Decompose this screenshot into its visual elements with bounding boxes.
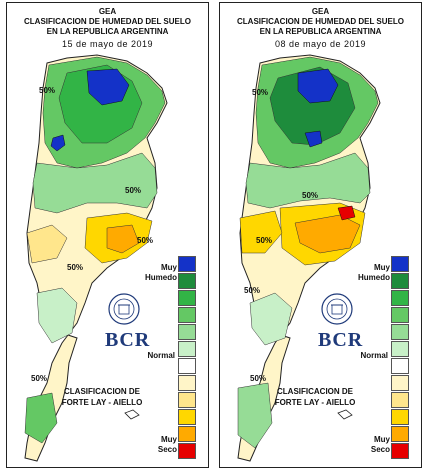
humid-zone-south bbox=[249, 292, 293, 346]
moisture-legend bbox=[178, 256, 196, 460]
legend-swatch bbox=[391, 358, 409, 374]
header-subtitle: EN LA REPUBLICA ARGENTINA bbox=[46, 27, 169, 36]
legend-swatch bbox=[391, 290, 409, 306]
legend-swatch bbox=[178, 256, 196, 272]
header-title: CLASIFICACION DE HUMEDAD DEL SUELO bbox=[24, 17, 191, 26]
legend-swatch bbox=[391, 256, 409, 272]
legend-swatch bbox=[178, 426, 196, 442]
credit-line-1: CLASIFICACION DE bbox=[64, 387, 140, 396]
map-date: 08 de mayo de 2019 bbox=[274, 39, 367, 49]
legend-swatch bbox=[391, 307, 409, 323]
credit-line-1: CLASIFICACION DE bbox=[277, 387, 353, 396]
legend-swatch bbox=[178, 273, 196, 289]
legend-swatch bbox=[178, 290, 196, 306]
legend-label-muy-seco: Muy bbox=[374, 435, 390, 444]
argentina-soil-moisture-map: 50% 50% 50% 50% 50% bbox=[24, 54, 168, 462]
light-humid-band bbox=[32, 152, 158, 214]
header-gea: GEA bbox=[311, 7, 330, 16]
legend-label-humedo: Humedo bbox=[145, 273, 177, 282]
moderate-dry-zone bbox=[106, 224, 140, 254]
map-panel-2019-05-15: GEA CLASIFICACION DE HUMEDAD DEL SUELO E… bbox=[6, 2, 209, 468]
contour-label: 50% bbox=[67, 263, 83, 272]
legend-label-muy: Muy bbox=[374, 263, 390, 272]
dry-zone-west bbox=[26, 224, 68, 264]
contour-label: 50% bbox=[125, 186, 141, 195]
legend-swatch bbox=[178, 358, 196, 374]
legend-swatch bbox=[391, 392, 409, 408]
legend-label-seco: Seco bbox=[370, 445, 390, 454]
legend-swatch bbox=[178, 375, 196, 391]
header-subtitle: EN LA REPUBLICA ARGENTINA bbox=[259, 27, 382, 36]
legend-swatch bbox=[178, 307, 196, 323]
contour-label: 50% bbox=[252, 88, 268, 97]
legend-swatch bbox=[391, 375, 409, 391]
bcr-seal-icon bbox=[321, 293, 353, 325]
bcr-logo: BCR bbox=[318, 329, 364, 351]
legend-label-seco: Seco bbox=[157, 445, 177, 454]
header-title: CLASIFICACION DE HUMEDAD DEL SUELO bbox=[237, 17, 404, 26]
legend-swatch bbox=[391, 443, 409, 459]
legend-label-muy: Muy bbox=[161, 263, 177, 272]
contour-label: 50% bbox=[256, 236, 272, 245]
bcr-logo: BCR bbox=[105, 329, 151, 351]
legend-swatch bbox=[178, 324, 196, 340]
legend-swatch bbox=[178, 443, 196, 459]
legend-swatch bbox=[391, 324, 409, 340]
humid-zone-south bbox=[36, 287, 78, 344]
contour-label: 50% bbox=[302, 191, 318, 200]
legend-swatch bbox=[391, 273, 409, 289]
humid-zone-far-south bbox=[24, 392, 58, 444]
contour-label: 50% bbox=[244, 286, 260, 295]
very-humid-zone bbox=[297, 68, 339, 104]
map-date: 15 de mayo de 2019 bbox=[61, 39, 154, 49]
legend-swatch bbox=[178, 409, 196, 425]
malvinas-islands bbox=[124, 409, 140, 420]
bcr-seal-icon bbox=[108, 293, 140, 325]
malvinas-islands bbox=[337, 409, 353, 420]
contour-label: 50% bbox=[31, 374, 47, 383]
very-humid-spot bbox=[50, 134, 66, 152]
legend-swatch bbox=[391, 426, 409, 442]
very-dry-spot bbox=[337, 205, 356, 221]
legend-swatch bbox=[391, 409, 409, 425]
legend-swatch bbox=[391, 341, 409, 357]
moderate-dry-zone bbox=[294, 214, 361, 254]
credit-line-2: FORTE LAY - AIELLO bbox=[61, 398, 143, 407]
legend-label-humedo: Humedo bbox=[358, 273, 390, 282]
humid-zone-far-south bbox=[237, 382, 273, 449]
legend-label-normal: Normal bbox=[147, 351, 175, 360]
very-humid-spot bbox=[304, 130, 323, 148]
header-gea: GEA bbox=[98, 7, 117, 16]
moisture-legend bbox=[391, 256, 409, 460]
legend-swatch bbox=[178, 392, 196, 408]
legend-label-muy-seco: Muy bbox=[161, 435, 177, 444]
contour-label: 50% bbox=[250, 374, 266, 383]
argentina-soil-moisture-map: 50% 50% 50% 50% 50% bbox=[237, 54, 381, 462]
legend-swatch bbox=[178, 341, 196, 357]
light-humid-band bbox=[245, 152, 371, 209]
credit-line-2: FORTE LAY - AIELLO bbox=[274, 398, 356, 407]
map-panel-2019-05-08: GEA CLASIFICACION DE HUMEDAD DEL SUELO E… bbox=[219, 2, 422, 468]
contour-label: 50% bbox=[137, 236, 153, 245]
legend-label-normal: Normal bbox=[360, 351, 388, 360]
contour-label: 50% bbox=[39, 86, 55, 95]
dry-zone-west bbox=[239, 210, 283, 254]
very-humid-zone bbox=[86, 68, 130, 106]
